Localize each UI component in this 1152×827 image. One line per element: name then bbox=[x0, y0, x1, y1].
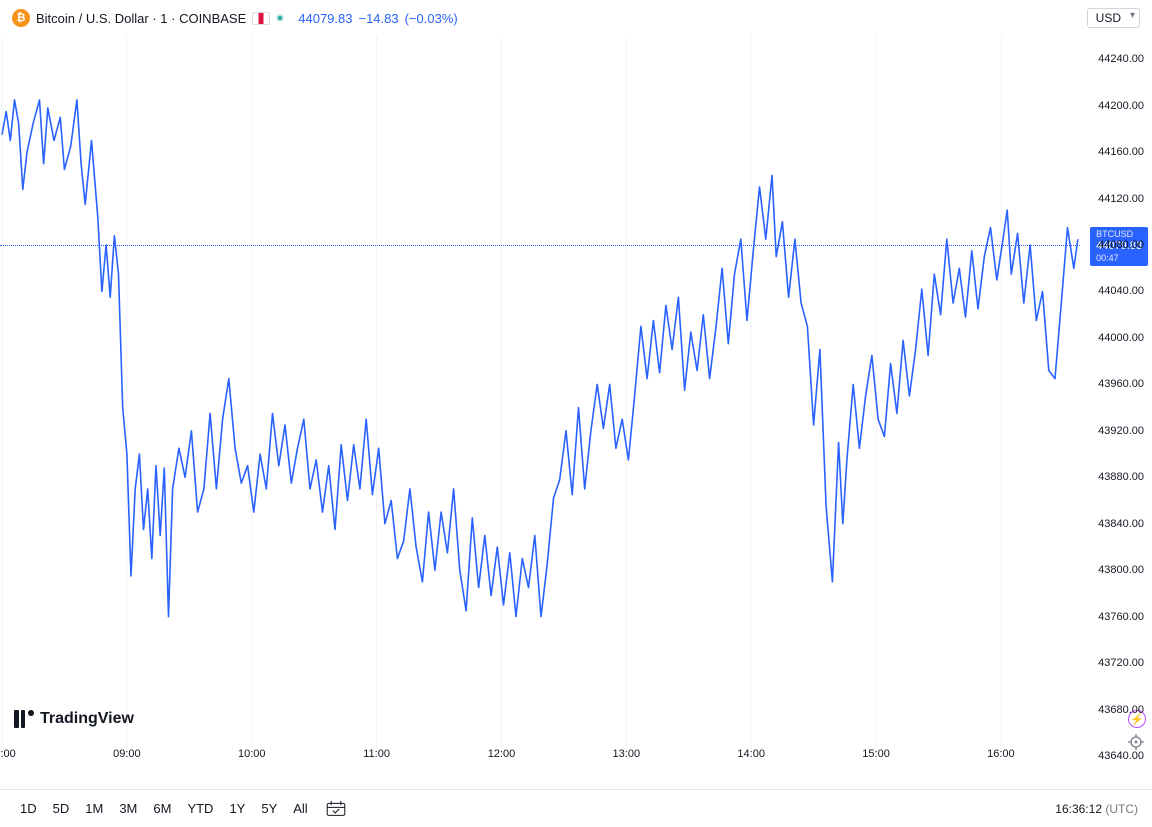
x-axis-tick-label: 08:00 bbox=[0, 748, 16, 760]
clock-timezone: (UTC) bbox=[1105, 802, 1138, 816]
timeframe-all[interactable]: All bbox=[287, 797, 313, 820]
timeframe-ytd[interactable]: YTD bbox=[181, 797, 219, 820]
y-axis-tick-label: 43840.00 bbox=[1098, 518, 1144, 530]
timeframe-1y[interactable]: 1Y bbox=[223, 797, 251, 820]
x-axis-tick-label: 12:00 bbox=[488, 748, 516, 760]
tradingview-logo-icon bbox=[14, 710, 34, 728]
market-status-dot-icon bbox=[276, 14, 284, 22]
x-axis-tick-label: 09:00 bbox=[113, 748, 141, 760]
price-chart-svg bbox=[0, 36, 1152, 788]
exchange-flag-icon bbox=[252, 12, 270, 25]
y-axis-tick-label: 44120.00 bbox=[1098, 193, 1144, 205]
y-axis-tick-label: 43640.00 bbox=[1098, 750, 1144, 762]
symbol-title[interactable]: Bitcoin / U.S. Dollar · 1 · COINBASE bbox=[36, 11, 246, 26]
symbol-name: Bitcoin / U.S. Dollar bbox=[36, 11, 149, 26]
y-axis-tick-label: 43920.00 bbox=[1098, 425, 1144, 437]
y-axis-tick-label: 44200.00 bbox=[1098, 100, 1144, 112]
interval-label: 1 bbox=[160, 11, 167, 26]
clock-time: 16:36:12 bbox=[1055, 802, 1102, 816]
y-axis-tick-label: 44240.00 bbox=[1098, 53, 1144, 65]
date-range-icon[interactable] bbox=[326, 801, 346, 817]
last-price: 44079.83 bbox=[298, 11, 352, 26]
exchange-label: COINBASE bbox=[179, 11, 246, 26]
y-axis-tick-label: 44000.00 bbox=[1098, 332, 1144, 344]
timeframe-5d[interactable]: 5D bbox=[47, 797, 76, 820]
x-axis-tick-label: 13:00 bbox=[613, 748, 641, 760]
y-axis-tick-label: 43960.00 bbox=[1098, 378, 1144, 390]
price-change-pct: (−0.03%) bbox=[405, 11, 458, 26]
price-label-countdown: 00:47 bbox=[1096, 253, 1142, 264]
current-price-dotted-line bbox=[0, 245, 1080, 246]
x-axis-tick-label: 16:00 bbox=[987, 748, 1015, 760]
timeframe-1m[interactable]: 1M bbox=[79, 797, 109, 820]
footer-clock[interactable]: 16:36:12 (UTC) bbox=[1055, 802, 1138, 816]
timeframe-5y[interactable]: 5Y bbox=[255, 797, 283, 820]
timeframe-1d[interactable]: 1D bbox=[14, 797, 43, 820]
y-axis-tick-label: 44040.00 bbox=[1098, 285, 1144, 297]
bitcoin-icon: ₿ bbox=[12, 9, 30, 27]
chart-area[interactable]: BTCUSD 44079.83 00:47 TradingView ⚡ 4424… bbox=[0, 36, 1152, 788]
y-axis-tick-label: 44080.00 bbox=[1098, 239, 1144, 251]
timeframe-container: 1D5D1M3M6MYTD1Y5YAll bbox=[14, 797, 314, 820]
currency-selector[interactable]: USD bbox=[1087, 8, 1140, 28]
y-axis-tick-label: 43680.00 bbox=[1098, 704, 1144, 716]
x-axis-tick-label: 15:00 bbox=[862, 748, 890, 760]
y-axis-tick-label: 43760.00 bbox=[1098, 611, 1144, 623]
tradingview-branding[interactable]: TradingView bbox=[14, 710, 134, 728]
branding-text: TradingView bbox=[40, 710, 134, 728]
x-axis-tick-label: 14:00 bbox=[737, 748, 765, 760]
y-axis-tick-label: 43720.00 bbox=[1098, 657, 1144, 669]
timeframe-6m[interactable]: 6M bbox=[147, 797, 177, 820]
y-axis-tick-label: 43800.00 bbox=[1098, 564, 1144, 576]
y-axis-tick-label: 44160.00 bbox=[1098, 146, 1144, 158]
y-axis-tick-label: 43880.00 bbox=[1098, 471, 1144, 483]
timeframe-3m[interactable]: 3M bbox=[113, 797, 143, 820]
goto-target-icon[interactable] bbox=[1128, 734, 1144, 750]
x-axis-tick-label: 10:00 bbox=[238, 748, 266, 760]
chart-header: ₿ Bitcoin / U.S. Dollar · 1 · COINBASE 4… bbox=[0, 0, 1152, 36]
x-axis-tick-label: 11:00 bbox=[363, 748, 390, 760]
footer-bar: 1D5D1M3M6MYTD1Y5YAll 16:36:12 (UTC) bbox=[0, 789, 1152, 827]
price-change: −14.83 bbox=[358, 11, 398, 26]
